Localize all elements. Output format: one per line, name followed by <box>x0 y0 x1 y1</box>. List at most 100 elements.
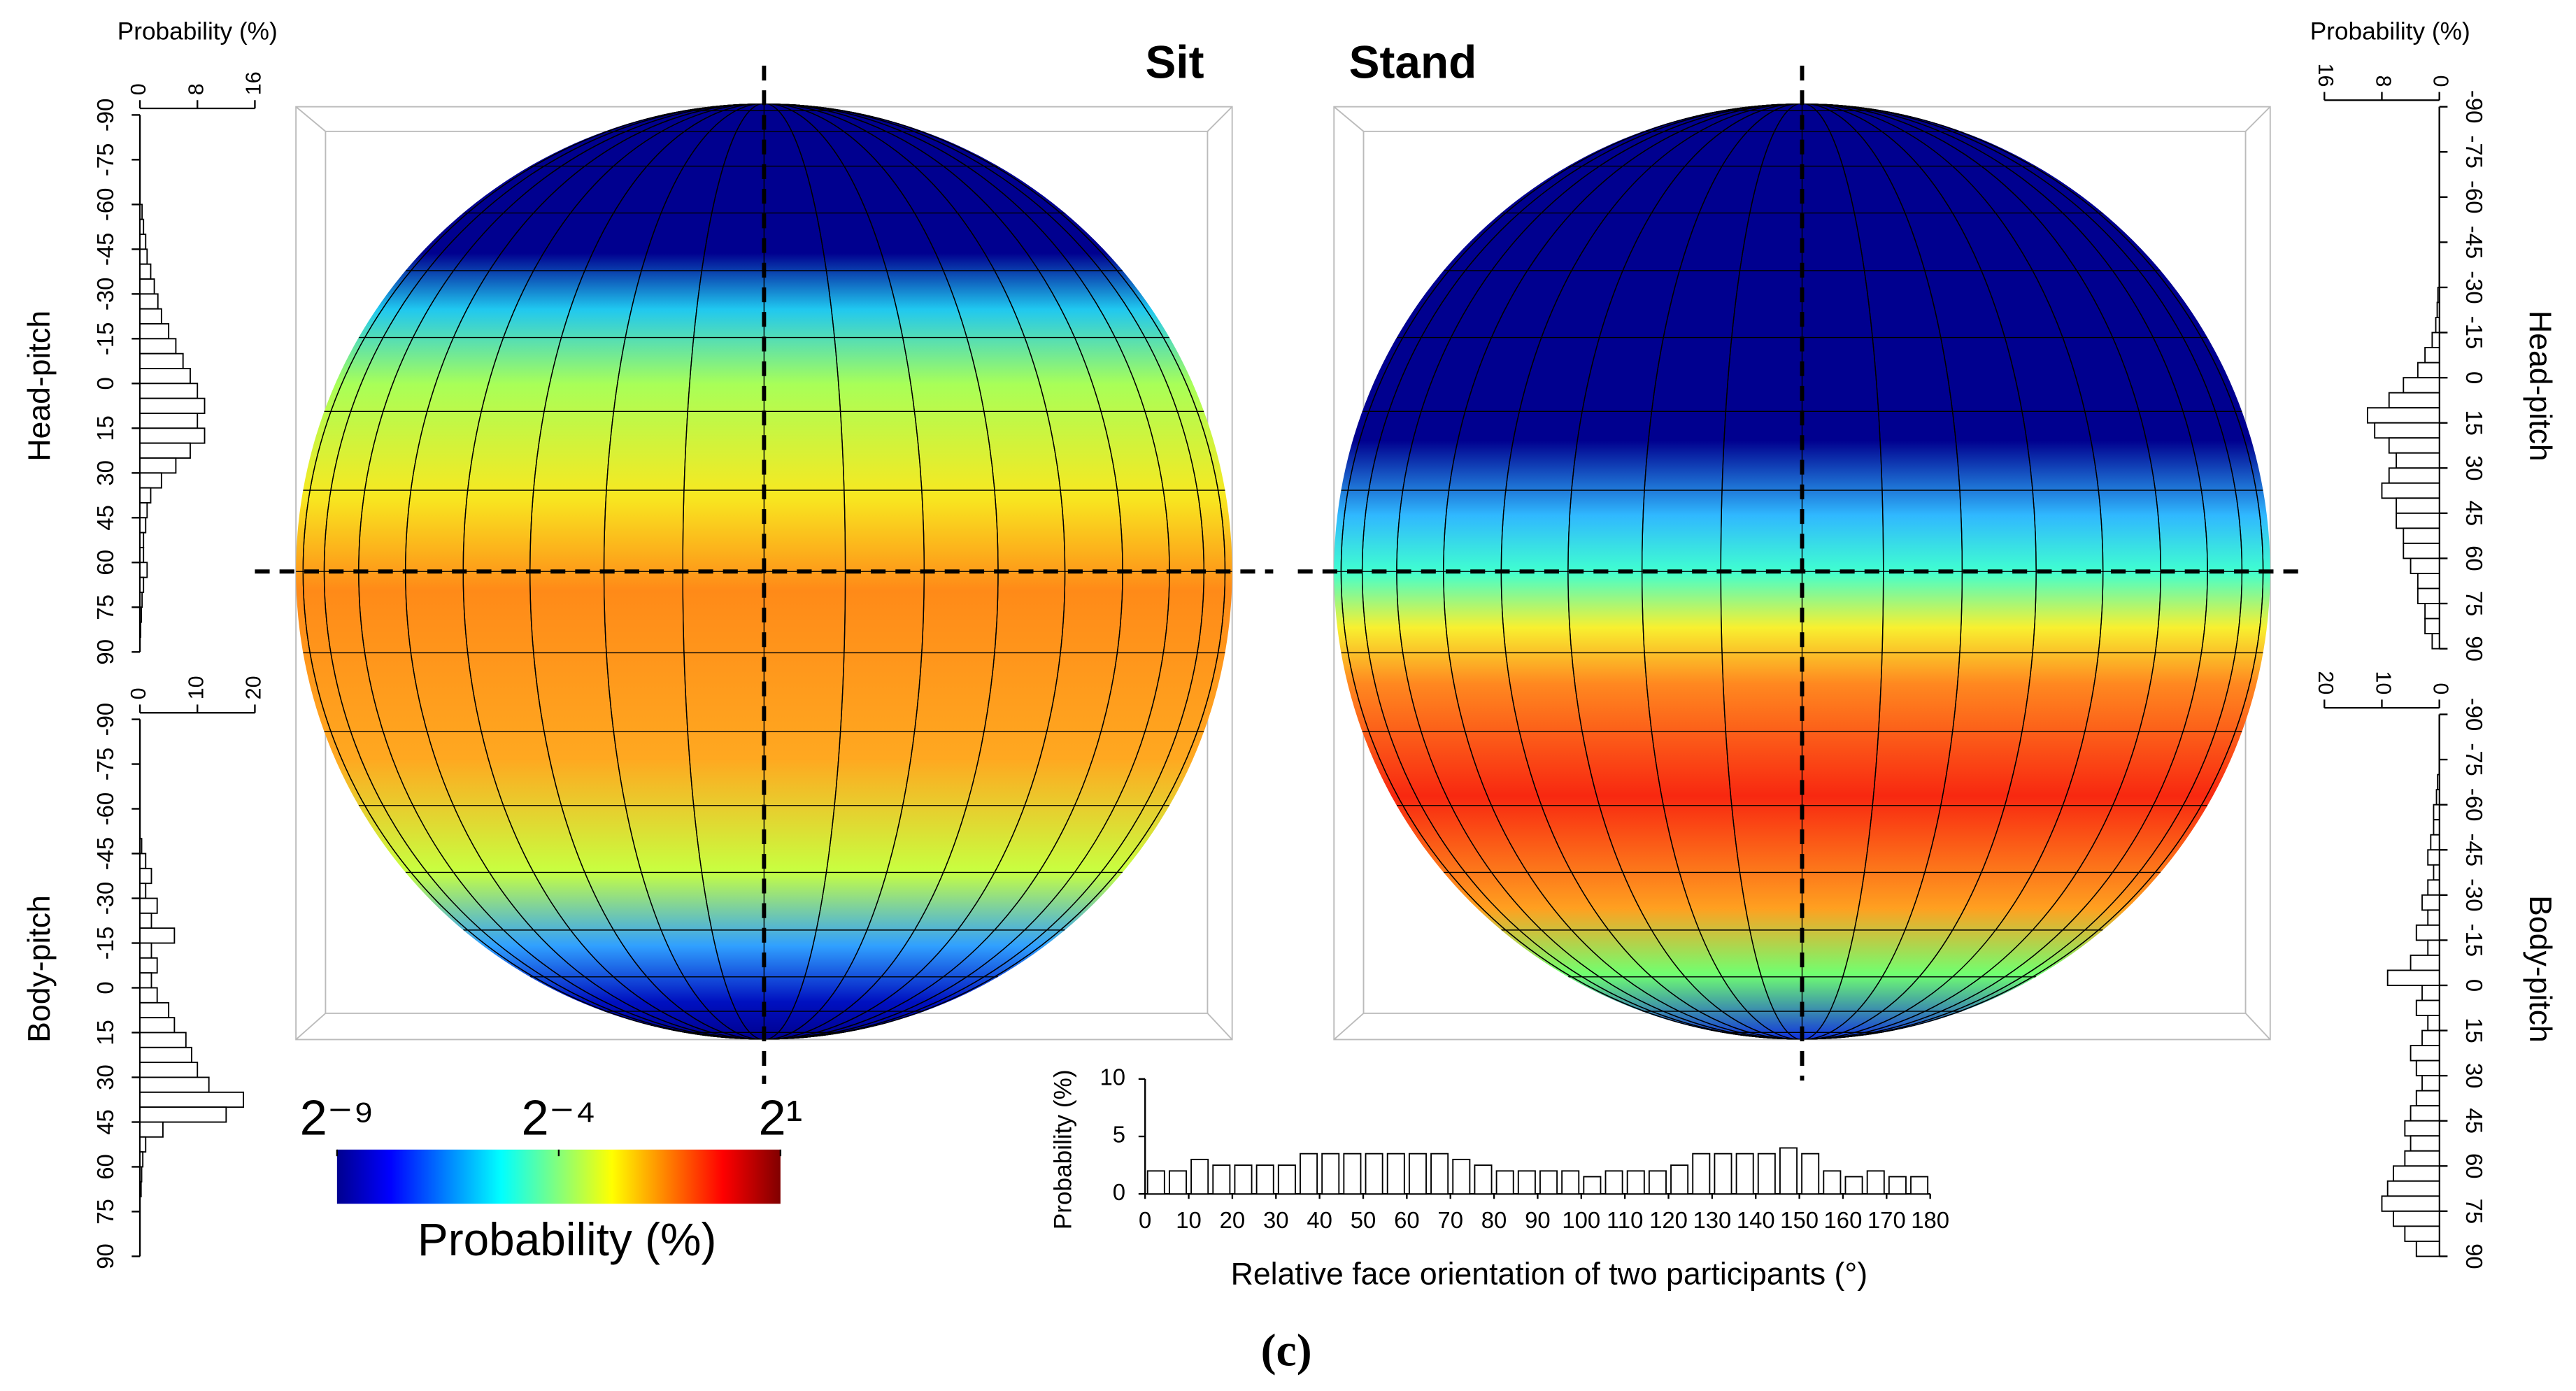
y-tick-label: -60 <box>92 792 118 826</box>
bar <box>2424 603 2440 620</box>
bar <box>139 1046 192 1064</box>
bar <box>1452 1158 1471 1195</box>
x-tick-label: 0 <box>127 687 150 699</box>
axis-label: Body-pitch <box>22 895 57 1043</box>
bar <box>139 487 152 504</box>
y-tick-label: 90 <box>92 1243 118 1269</box>
bar <box>2427 849 2440 866</box>
y-tick-label: 75 <box>2461 591 2487 617</box>
y-tick-label: -30 <box>2461 878 2487 912</box>
bar <box>139 547 145 564</box>
x-tick-label: 30 <box>1263 1207 1289 1233</box>
bar <box>139 413 199 429</box>
y-tick-label: -45 <box>92 233 118 266</box>
bar <box>139 972 152 989</box>
bar <box>139 897 158 914</box>
bar <box>139 927 176 944</box>
y-tick-label: -45 <box>2461 226 2487 259</box>
x-tick-label: 80 <box>1481 1207 1507 1233</box>
bar <box>2410 557 2440 574</box>
bar <box>2410 1105 2440 1122</box>
bar <box>1408 1153 1427 1195</box>
bar <box>1757 1153 1776 1195</box>
y-tick-label: 15 <box>2461 1018 2487 1043</box>
bar <box>139 218 145 235</box>
bar <box>2415 924 2440 941</box>
bar <box>139 1121 164 1138</box>
x-tick-label: 10 <box>184 676 208 699</box>
bar <box>139 472 162 489</box>
bar <box>2381 1195 2440 1212</box>
bar <box>139 532 145 548</box>
bar <box>1146 1170 1165 1195</box>
bar <box>139 1076 210 1093</box>
x-tick-label: 150 <box>1780 1207 1819 1233</box>
bar <box>2415 1060 2440 1077</box>
bar <box>2403 377 2440 394</box>
bar <box>139 1032 187 1048</box>
colorbar-label: Probability (%) <box>418 1213 717 1265</box>
bar <box>2415 1240 2440 1257</box>
y-tick-label: -15 <box>92 927 118 960</box>
bar <box>139 248 148 265</box>
x-tick-label: 140 <box>1737 1207 1775 1233</box>
y-tick-label: -75 <box>92 143 118 177</box>
bar <box>1212 1164 1231 1195</box>
bar <box>2386 969 2440 986</box>
colorbar-tick-label: 2¹ <box>759 1090 803 1145</box>
bar <box>2431 331 2440 348</box>
bar <box>139 912 152 929</box>
bar <box>139 323 170 340</box>
axis-label: Head-pitch <box>2523 311 2557 462</box>
bar <box>2403 542 2440 559</box>
bar <box>2427 909 2440 926</box>
y-tick-label: 10 <box>1100 1064 1125 1090</box>
bar <box>139 838 143 855</box>
axis-label: Probability (%) <box>1049 1069 1076 1229</box>
bar <box>1343 1153 1362 1195</box>
bar <box>2427 1015 2440 1032</box>
y-tick-label: -45 <box>92 837 118 871</box>
bar <box>2410 1135 2440 1152</box>
bar <box>1277 1164 1296 1195</box>
x-tick-label: 180 <box>1911 1207 1949 1233</box>
bar <box>2404 1120 2440 1137</box>
bar <box>2437 287 2440 304</box>
bar <box>1648 1170 1667 1195</box>
x-tick-label: 50 <box>1351 1207 1376 1233</box>
x-tick-label: 130 <box>1693 1207 1731 1233</box>
bar <box>2417 573 2440 590</box>
bar <box>1714 1153 1732 1195</box>
y-tick-label: 15 <box>92 415 118 441</box>
y-tick-label: -90 <box>2461 90 2487 124</box>
bar <box>1234 1164 1253 1195</box>
bar <box>139 234 147 250</box>
bar <box>139 502 148 519</box>
colorbar <box>336 1149 781 1204</box>
bar <box>2404 1150 2440 1167</box>
y-tick-label: 60 <box>92 550 118 576</box>
y-tick-label: 45 <box>92 505 118 531</box>
x-tick-label: 20 <box>2314 671 2337 694</box>
bar <box>139 308 162 324</box>
bar <box>139 204 143 220</box>
bar <box>2421 894 2440 911</box>
x-tick-label: 0 <box>127 83 150 95</box>
bar <box>2427 879 2440 896</box>
bar <box>2415 1090 2440 1107</box>
x-tick-label: 90 <box>1525 1207 1551 1233</box>
x-tick-label: 0 <box>2429 75 2453 87</box>
bar <box>139 1166 143 1183</box>
panel-title: Stand <box>1349 36 1477 87</box>
bar <box>139 338 177 355</box>
bar <box>1844 1176 1863 1195</box>
bar <box>2437 773 2440 791</box>
y-tick-label: 0 <box>92 377 118 390</box>
bar <box>1255 1164 1274 1195</box>
cross-hairs <box>255 65 2308 1084</box>
bar <box>2421 1075 2440 1092</box>
bar <box>139 457 177 474</box>
bar <box>2388 437 2440 454</box>
y-tick-label: 45 <box>2461 1108 2487 1134</box>
bar <box>1168 1170 1187 1195</box>
